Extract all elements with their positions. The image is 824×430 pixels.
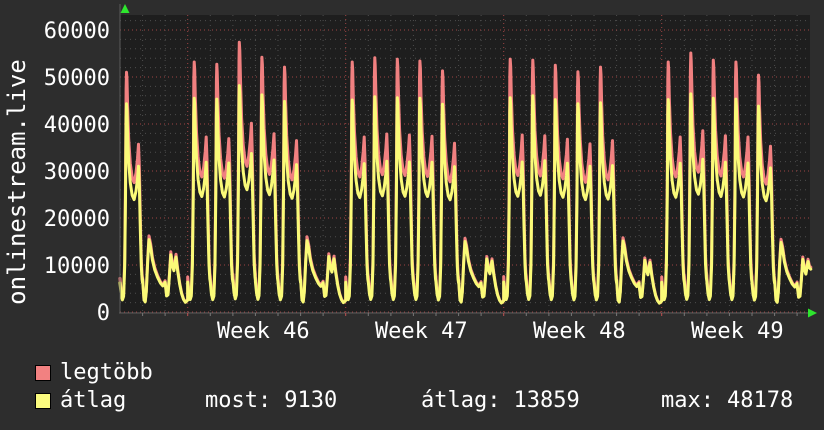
series-group [118,40,813,305]
y-tick-label: 20000 [44,207,110,232]
stat-atlag: átlag: 13859 [421,390,580,412]
y-tick-label: 10000 [44,254,110,279]
x-tick-label: Week 49 [691,319,784,344]
x-axis-arrow-icon [808,308,817,318]
chart-svg: 0 10000 20000 30000 40000 50000 60000 Week 46 We… [44,4,817,344]
stat-max-label: max: [661,388,714,413]
chart-title-vertical: onlinestream.live [3,59,31,305]
stat-max: max: 48178 [661,390,793,412]
legend-swatch-legtobb-icon [35,365,51,381]
y-tick-label: 50000 [44,66,110,91]
legend-row-atlag: átlag [35,390,126,412]
stat-max-value: 48178 [726,388,794,413]
legend-label-atlag: átlag [60,388,127,413]
y-axis-arrow-icon [120,4,130,13]
legend-swatch-atlag-icon [35,393,51,409]
stat-most: most: 9130 [205,390,337,412]
y-tick-label: 0 [97,301,110,326]
stat-atlag-label: átlag: [421,388,501,413]
stat-atlag-value: 13859 [513,388,580,413]
legend-row-legtobb: legtöbb [35,362,153,384]
x-tick-label: Week 46 [217,319,310,344]
stat-most-value: 9130 [284,388,338,413]
y-tick-label: 30000 [44,160,110,185]
legend-label-legtobb: legtöbb [60,360,153,385]
x-tick-label: Week 48 [533,319,626,344]
stat-most-label: most: [205,388,272,413]
series-line-avg [118,84,813,305]
y-tick-label: 40000 [44,113,110,138]
y-tick-label: 60000 [44,19,110,44]
x-tick-label: Week 47 [375,319,468,344]
